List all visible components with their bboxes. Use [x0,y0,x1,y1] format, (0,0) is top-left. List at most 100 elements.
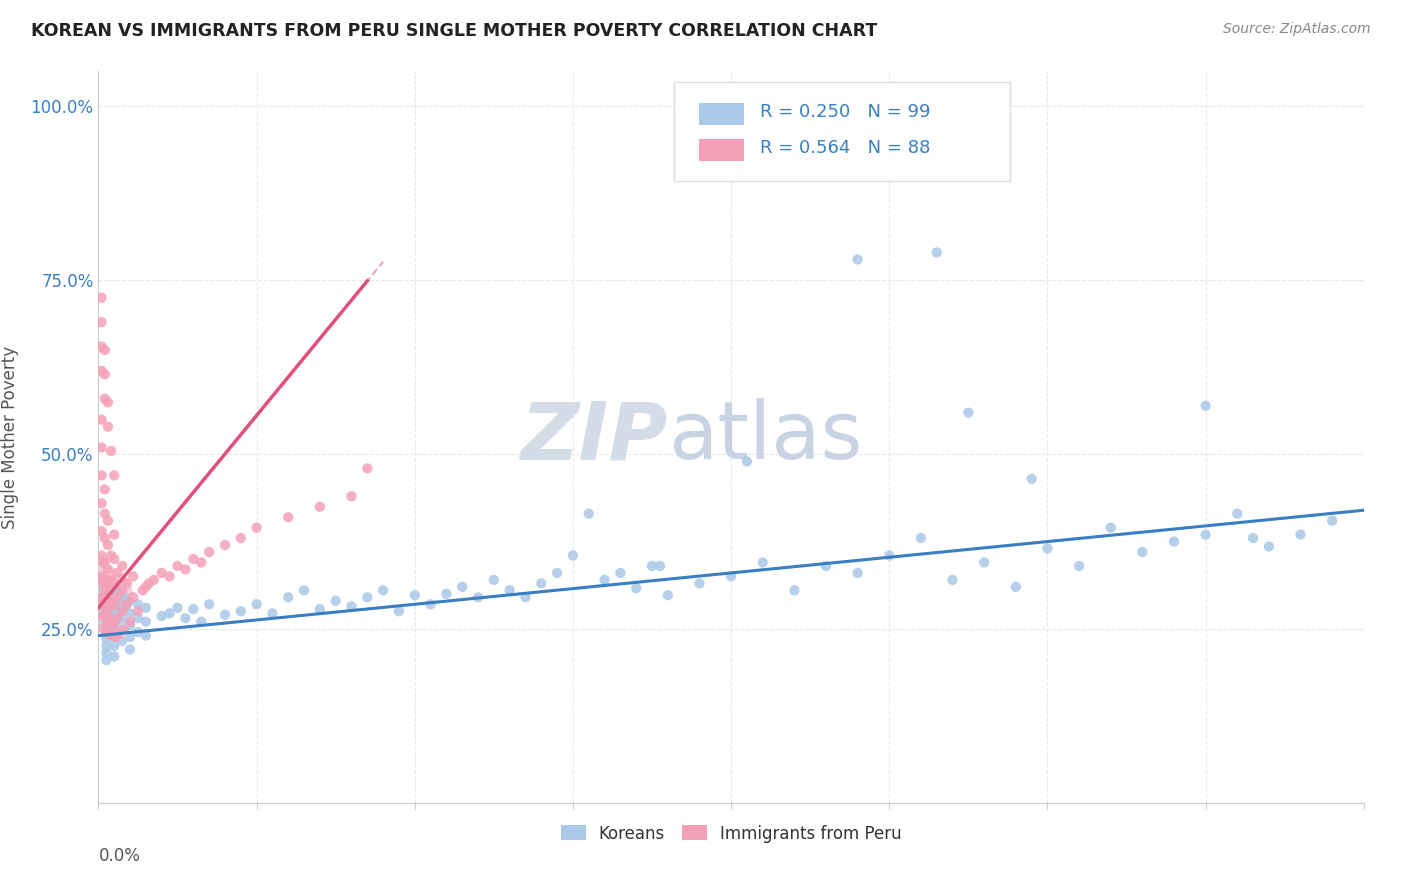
Point [111,558,134,573]
Point [1289,527,1312,541]
Point [246,597,269,611]
Point [111,634,134,648]
Point [97,514,120,528]
Point [111,613,134,627]
Point [96,625,118,640]
Point [91,556,114,570]
Point [104,630,127,644]
Point [292,583,315,598]
Point [925,245,948,260]
Point [159,607,181,621]
Point [467,591,489,605]
Point [103,618,125,632]
Point [90,549,112,563]
Point [174,611,197,625]
FancyBboxPatch shape [675,82,1010,181]
Point [229,604,252,618]
Point [90,569,112,583]
Text: 0.0%: 0.0% [98,847,141,864]
Point [340,489,363,503]
Text: R = 0.250   N = 99: R = 0.250 N = 99 [761,103,931,120]
Point [277,591,299,605]
Point [814,558,837,573]
Point [1322,514,1344,528]
Point [98,615,121,629]
Point [122,591,145,605]
Point [561,549,585,563]
Point [641,558,664,573]
Point [96,646,118,660]
Point [198,545,221,559]
Point [159,569,181,583]
Point [96,578,118,592]
Point [419,597,441,611]
Point [910,531,932,545]
Point [91,609,114,624]
Point [229,531,252,545]
Point [214,538,236,552]
Point [103,630,125,644]
Point [93,368,117,382]
Point [942,573,965,587]
Text: Source: ZipAtlas.com: Source: ZipAtlas.com [1223,22,1371,37]
Point [90,524,112,538]
Point [91,574,114,589]
Point [98,599,121,614]
Point [120,618,141,632]
FancyBboxPatch shape [699,103,744,125]
Point [96,595,118,609]
Text: ZIP: ZIP [520,398,668,476]
Point [96,639,118,653]
Point [150,609,173,624]
Point [91,588,114,602]
Point [166,558,188,573]
Point [103,587,125,601]
Point [107,566,129,580]
Point [135,629,157,643]
Point [262,607,284,621]
Point [277,510,299,524]
Point [96,604,118,618]
Point [103,527,125,541]
Point [578,507,600,521]
Point [103,597,125,611]
Point [132,583,155,598]
Point [751,556,773,570]
Point [309,602,332,616]
Point [190,556,212,570]
Point [356,591,378,605]
Point [90,364,112,378]
Point [93,600,117,615]
Point [214,607,236,622]
Point [973,556,995,570]
Point [957,406,980,420]
Point [166,600,188,615]
Point [107,591,129,605]
Point [593,573,616,587]
Point [846,252,869,267]
Point [101,616,124,631]
Point [90,468,112,483]
Point [174,562,197,576]
Point [404,588,426,602]
Point [720,569,742,583]
Point [96,597,118,611]
Point [93,343,117,357]
Point [624,581,647,595]
Text: KOREAN VS IMMIGRANTS FROM PERU SINGLE MOTHER POVERTY CORRELATION CHART: KOREAN VS IMMIGRANTS FROM PERU SINGLE MO… [31,22,877,40]
Point [127,597,149,611]
Point [111,591,134,605]
Point [1004,580,1026,594]
Point [101,629,124,643]
Point [127,611,149,625]
Point [93,580,117,594]
Point [498,583,520,598]
Point [127,625,149,640]
Point [107,611,129,625]
Point [97,607,120,622]
Point [90,441,112,455]
Point [120,615,141,629]
Point [546,566,568,580]
Point [451,580,474,594]
Point [657,588,679,602]
